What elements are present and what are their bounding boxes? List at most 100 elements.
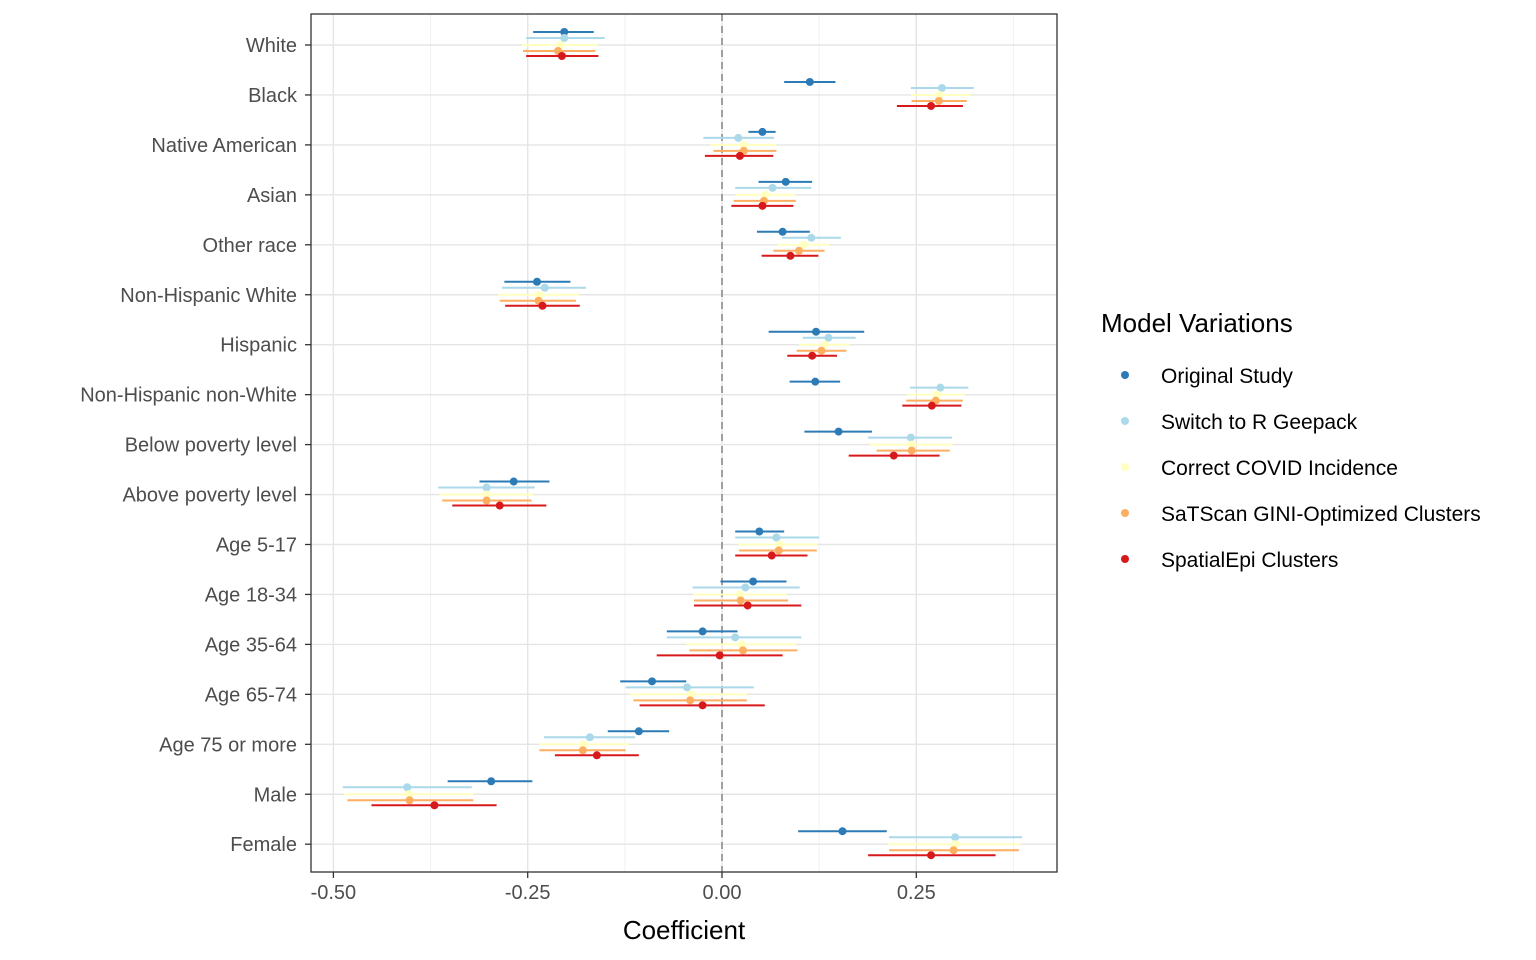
estimate-point <box>934 96 943 105</box>
estimate-point <box>698 627 707 636</box>
estimate-point <box>812 327 821 336</box>
estimate-point <box>951 833 960 842</box>
legend-key <box>1121 371 1129 379</box>
legend-label: SpatialEpi Clusters <box>1161 549 1338 572</box>
estimate-point <box>560 34 569 42</box>
estimate-point <box>540 283 549 292</box>
estimate-point <box>761 190 770 199</box>
estimate-point <box>781 177 790 186</box>
estimate-point <box>775 540 784 549</box>
estimate-point <box>560 28 569 36</box>
estimate-point <box>403 783 412 792</box>
x-tick-label: -0.50 <box>311 882 357 904</box>
legend-label: Original Study <box>1161 365 1293 388</box>
estimate-point <box>772 533 781 542</box>
grid-lines <box>311 14 1057 872</box>
estimate-point <box>698 701 707 710</box>
estimate-point <box>430 801 439 810</box>
estimate-point <box>487 777 496 786</box>
y-tick-label: Age 75 or more <box>159 734 297 756</box>
estimate-point <box>538 301 547 310</box>
y-tick-label: Non-Hispanic White <box>120 285 297 307</box>
estimate-point <box>794 246 803 255</box>
estimate-point <box>686 690 695 699</box>
legend-label: Switch to R Geepack <box>1161 411 1358 434</box>
legend-key <box>1121 463 1129 471</box>
estimate-point <box>927 851 936 860</box>
legend-key <box>1121 417 1129 425</box>
y-tick-label: Black <box>248 85 298 107</box>
estimate-point <box>482 490 491 499</box>
x-axis-title: Coefficient <box>623 915 746 945</box>
series-layer <box>342 28 1022 860</box>
y-tick-label: White <box>246 35 297 57</box>
legend: Model Variations Original Study Switch to… <box>1101 308 1481 572</box>
estimate-point <box>758 127 767 136</box>
estimate-point <box>736 596 745 605</box>
estimate-point <box>735 151 744 160</box>
y-tick-label: Asian <box>247 185 297 207</box>
legend-label: Correct COVID Incidence <box>1161 457 1398 480</box>
estimate-point <box>533 277 542 286</box>
legend-label: SaTScan GINI-Optimized Clusters <box>1161 503 1481 526</box>
estimate-point <box>509 477 518 486</box>
estimate-point <box>949 846 958 855</box>
estimate-point <box>755 527 764 536</box>
estimate-point <box>579 740 588 749</box>
y-tick-label: Other race <box>203 235 297 257</box>
estimate-point <box>824 333 833 342</box>
estimate-point <box>535 290 544 299</box>
estimate-point <box>799 240 808 249</box>
estimate-point <box>715 651 724 660</box>
y-tick-label: Age 65-74 <box>205 684 297 706</box>
plot-border <box>310 13 1058 873</box>
estimate-point <box>838 827 847 836</box>
x-tick-label: 0.00 <box>703 882 742 904</box>
estimate-point <box>906 433 915 442</box>
estimate-point <box>743 601 752 610</box>
plot-background <box>311 14 1057 872</box>
estimate-point <box>739 140 748 149</box>
estimate-point <box>686 696 695 705</box>
estimate-point <box>482 496 491 505</box>
estimate-point <box>731 633 740 642</box>
estimate-point <box>817 346 826 355</box>
estimate-point <box>786 251 795 260</box>
estimate-point <box>767 551 776 560</box>
series-original-study <box>447 28 887 836</box>
estimate-point <box>807 233 816 242</box>
estimate-point <box>927 401 936 410</box>
y-tick-label: Non-Hispanic non-White <box>80 385 297 407</box>
estimate-point <box>585 733 594 742</box>
legend-key <box>1121 555 1129 563</box>
estimate-point <box>907 446 916 455</box>
estimate-point <box>495 501 504 510</box>
y-tick-label: Male <box>254 784 297 806</box>
estimate-point <box>404 790 413 799</box>
y-tick-label: Hispanic <box>220 335 297 357</box>
estimate-point <box>951 840 960 849</box>
y-tick-label: Above poverty level <box>122 485 297 507</box>
estimate-point <box>808 351 817 360</box>
estimate-point <box>937 83 946 92</box>
estimate-point <box>482 483 491 492</box>
estimate-point <box>634 727 643 736</box>
estimate-point <box>741 583 750 592</box>
estimate-point <box>738 646 747 655</box>
estimate-point <box>778 227 787 236</box>
estimate-point <box>758 201 767 210</box>
y-tick-label: Age 18-34 <box>205 584 297 606</box>
estimate-point <box>933 390 942 399</box>
series-correct-covid-incidence <box>344 41 1021 849</box>
axis-ticks: -0.50 -0.25 0.00 0.25 White Black Native Ameri… <box>80 35 936 904</box>
y-tick-label: Native American <box>151 135 297 157</box>
y-tick-label: Age 35-64 <box>205 634 297 656</box>
estimate-point <box>648 677 657 686</box>
estimate-point <box>737 640 746 649</box>
y-tick-label: Female <box>230 834 297 856</box>
y-tick-label: Below poverty level <box>125 435 297 457</box>
estimate-point <box>889 451 898 460</box>
estimate-point <box>578 746 587 755</box>
estimate-point <box>768 183 777 192</box>
